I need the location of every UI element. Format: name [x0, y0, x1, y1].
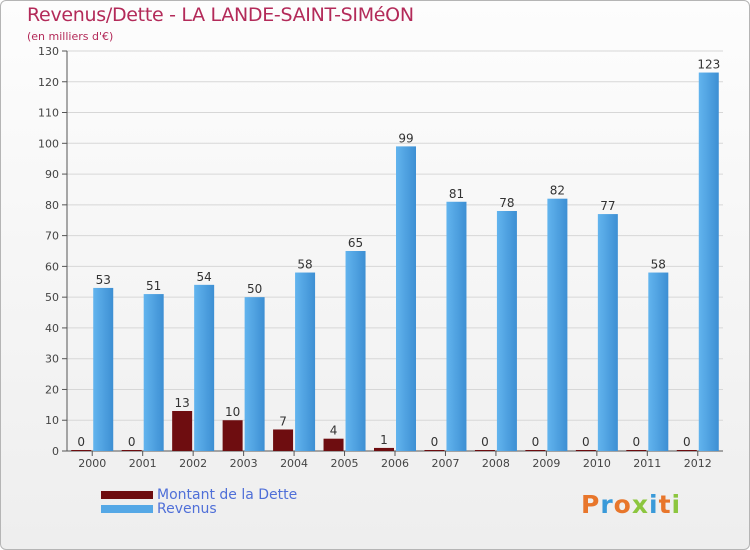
bar-debt	[222, 420, 243, 451]
logo-letter: i	[671, 490, 682, 519]
legend-swatch-debt	[101, 491, 153, 499]
bar-revenue	[295, 272, 316, 451]
chart-subtitle: (en milliers d'€)	[27, 30, 114, 43]
logo-letter: r	[600, 490, 614, 519]
x-tick-label: 2003	[230, 457, 258, 470]
bar-debt	[424, 450, 445, 451]
x-tick-label: 2008	[482, 457, 510, 470]
y-tick-label: 30	[45, 353, 59, 366]
legend-swatch-revenue	[101, 505, 153, 513]
bar-debt	[525, 450, 546, 451]
data-label-debt: 0	[77, 435, 85, 449]
x-tick-label: 2001	[129, 457, 157, 470]
bar-debt	[71, 450, 92, 451]
x-tick-label: 2005	[331, 457, 359, 470]
data-label-debt: 13	[175, 396, 190, 410]
y-tick-label: 110	[38, 107, 59, 120]
data-label-revenue: 81	[449, 187, 464, 201]
data-label-revenue: 58	[651, 258, 666, 272]
legend-label-revenue: Revenus	[157, 501, 217, 517]
data-label-debt: 10	[225, 405, 240, 419]
y-tick-label: 100	[38, 137, 59, 150]
legend-item-debt: Montant de la Dette	[101, 488, 297, 502]
bar-revenue	[698, 72, 719, 452]
x-tick-label: 2002	[179, 457, 207, 470]
y-tick-label: 40	[45, 322, 59, 335]
x-tick-label: 2012	[684, 457, 712, 470]
y-tick-label: 10	[45, 414, 59, 427]
y-tick-label: 20	[45, 383, 59, 396]
y-tick-label: 0	[52, 445, 59, 458]
y-tick-label: 80	[45, 199, 59, 212]
x-tick-label: 2004	[280, 457, 308, 470]
logo-letter: x	[631, 490, 649, 519]
data-label-debt: 0	[481, 435, 489, 449]
y-tick-label: 60	[45, 260, 59, 273]
data-label-debt: 1	[380, 433, 388, 447]
data-label-revenue: 77	[600, 199, 615, 213]
bar-revenue	[93, 287, 114, 451]
chart-title: Revenus/Dette - LA LANDE-SAINT-SIMéON	[27, 4, 414, 26]
bar-revenue	[244, 297, 265, 451]
data-label-revenue: 99	[398, 131, 413, 145]
bar-debt	[474, 450, 495, 451]
data-label-debt: 7	[279, 414, 287, 428]
x-tick-label: 2010	[583, 457, 611, 470]
y-tick-label: 50	[45, 291, 59, 304]
proxiti-logo: Proxiti	[581, 490, 681, 519]
bar-debt	[676, 450, 697, 451]
data-label-revenue: 54	[197, 270, 212, 284]
bar-revenue	[446, 201, 467, 451]
data-label-debt: 0	[431, 435, 439, 449]
data-label-revenue: 65	[348, 236, 363, 250]
data-label-debt: 0	[582, 435, 590, 449]
data-label-revenue: 123	[697, 58, 720, 72]
data-label-debt: 4	[330, 424, 338, 438]
data-label-debt: 0	[128, 435, 136, 449]
bar-revenue	[194, 284, 215, 451]
legend-item-revenue: Revenus	[101, 502, 217, 516]
bar-debt	[575, 450, 596, 451]
data-label-revenue: 53	[96, 273, 111, 287]
x-tick-label: 2000	[78, 457, 106, 470]
bar-debt	[626, 450, 647, 451]
data-label-revenue: 50	[247, 282, 262, 296]
data-label-debt: 0	[632, 435, 640, 449]
data-label-revenue: 51	[146, 279, 161, 293]
data-label-debt: 0	[683, 435, 691, 449]
y-tick-label: 70	[45, 230, 59, 243]
bar-revenue	[345, 251, 366, 451]
y-tick-label: 120	[38, 76, 59, 89]
bar-debt	[323, 438, 344, 451]
x-tick-label: 2011	[633, 457, 661, 470]
x-tick-label: 2009	[532, 457, 560, 470]
data-label-debt: 0	[532, 435, 540, 449]
logo-letter: i	[649, 490, 659, 519]
y-tick-label: 90	[45, 168, 59, 181]
bar-revenue	[547, 198, 568, 451]
bar-debt	[374, 447, 394, 451]
x-tick-label: 2006	[381, 457, 409, 470]
bar-revenue	[496, 211, 517, 451]
legend-label-debt: Montant de la Dette	[157, 487, 298, 503]
bar-debt	[172, 411, 193, 451]
logo-letter: t	[658, 490, 672, 519]
data-label-revenue: 82	[550, 184, 565, 198]
bar-revenue	[597, 214, 618, 451]
bar-revenue	[648, 272, 669, 451]
bar-revenue	[396, 146, 416, 451]
logo-letter: P	[581, 490, 601, 519]
data-label-revenue: 58	[297, 258, 312, 272]
y-tick-label: 130	[38, 45, 59, 58]
bar-revenue	[143, 294, 164, 451]
logo-letter: o	[613, 490, 632, 519]
data-label-revenue: 78	[499, 196, 514, 210]
bar-debt	[121, 450, 142, 451]
bar-debt	[273, 429, 294, 451]
x-tick-label: 2007	[431, 457, 459, 470]
